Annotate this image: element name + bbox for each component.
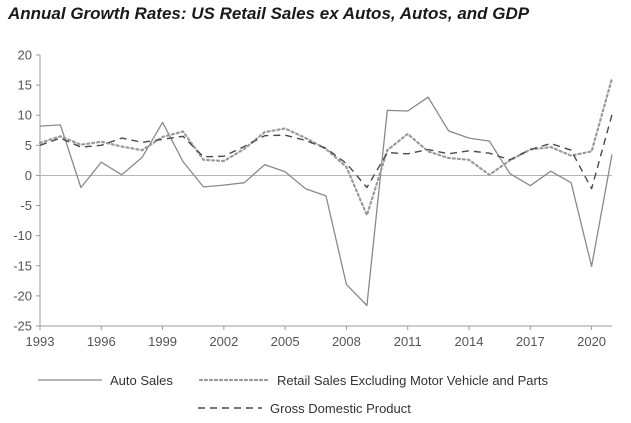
legend: Auto Sales Retail Sales Excluding Motor V… bbox=[38, 373, 548, 416]
legend-label-1: Auto Sales bbox=[110, 373, 173, 388]
x-tick-label: 2008 bbox=[332, 334, 361, 349]
y-tick-label: -20 bbox=[13, 288, 32, 303]
x-tick-label: 2005 bbox=[271, 334, 300, 349]
y-tick-label: -25 bbox=[13, 319, 32, 334]
x-tick-label: 2014 bbox=[455, 334, 484, 349]
series-line-3 bbox=[39, 114, 613, 190]
x-tick-label: 2011 bbox=[394, 334, 422, 349]
series-layer bbox=[38, 77, 614, 307]
x-tick-label: 2017 bbox=[516, 334, 545, 349]
y-tick-label: 0 bbox=[25, 168, 32, 183]
series-line-2 bbox=[38, 77, 614, 217]
legend-label-2: Retail Sales Excluding Motor Vehicle and… bbox=[277, 373, 548, 388]
series-line-1 bbox=[39, 96, 613, 307]
legend-label-3: Gross Domestic Product bbox=[270, 401, 411, 416]
x-tick-label: 1993 bbox=[26, 334, 55, 349]
y-tick-label: -10 bbox=[13, 228, 32, 243]
x-tick-label: 2020 bbox=[577, 334, 606, 349]
y-tick-label: -15 bbox=[13, 258, 32, 273]
x-tick-label: 1996 bbox=[87, 334, 116, 349]
y-tick-label: 10 bbox=[18, 108, 32, 123]
y-tick-label: 15 bbox=[18, 78, 32, 93]
y-tick-label: -5 bbox=[20, 198, 32, 213]
y-tick-label: 5 bbox=[25, 138, 32, 153]
x-tick-label: 2002 bbox=[209, 334, 238, 349]
y-tick-label: 20 bbox=[18, 48, 32, 63]
x-tick-label: 1999 bbox=[148, 334, 177, 349]
chart-title: Annual Growth Rates: US Retail Sales ex … bbox=[8, 4, 530, 23]
